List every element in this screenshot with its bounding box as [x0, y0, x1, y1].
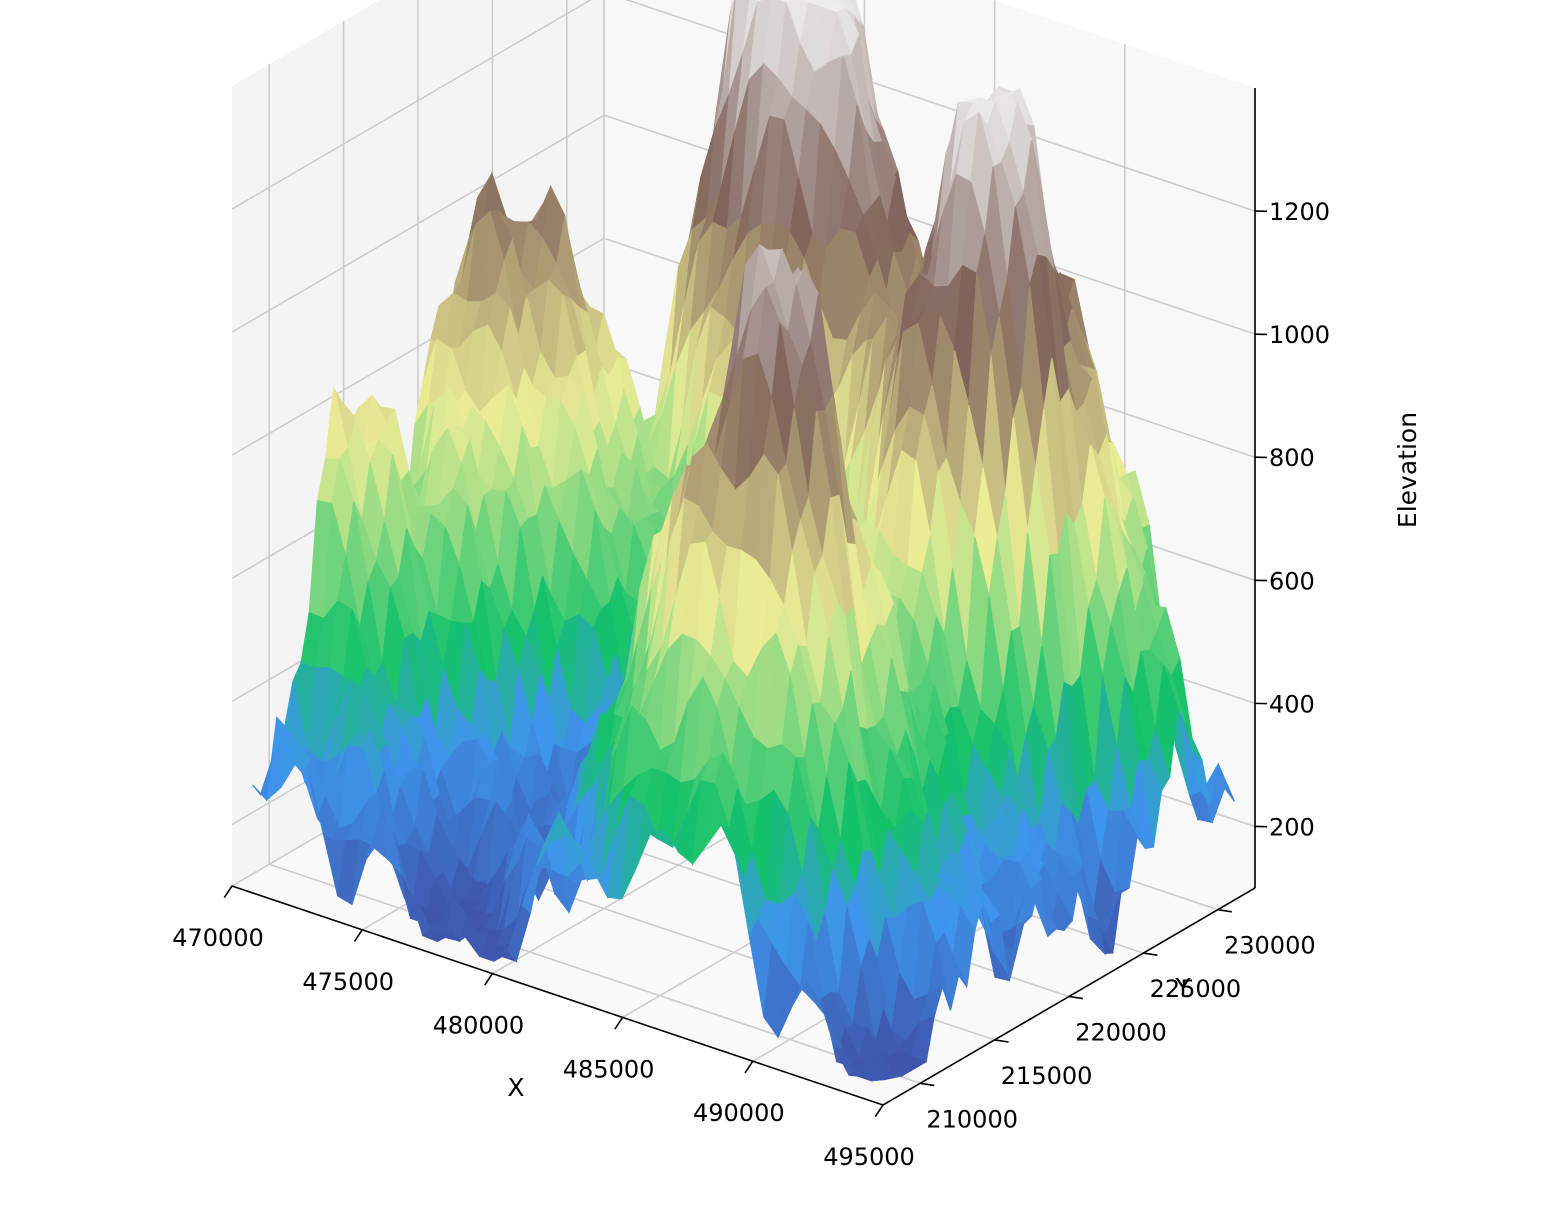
x-tick-label: 495000 [823, 1143, 915, 1171]
y-tick-label: 220000 [1075, 1019, 1167, 1047]
x-axis-line [231, 885, 884, 1106]
x-tick-label: 490000 [693, 1099, 785, 1127]
y-tick-label: 230000 [1224, 932, 1316, 960]
x-tick-mark [874, 1104, 884, 1118]
x-axis-ticks: 470000 475000 480000 485000 490000 495000 [172, 885, 915, 1171]
x-tick-label: 470000 [172, 924, 264, 952]
elevation-surface [252, 0, 1236, 1082]
y-axis-label: Y [1174, 973, 1191, 1002]
grid-y-floor [268, 863, 921, 1085]
x-tick-mark [353, 929, 363, 942]
surface-cell [862, 1063, 887, 1082]
x-tick-label: 475000 [302, 968, 394, 996]
z-tick-label: 1000 [1269, 321, 1330, 349]
y-tick-mark [1143, 952, 1158, 956]
y-tick-mark [994, 1039, 1009, 1043]
y-tick-mark [1068, 995, 1084, 1000]
x-tick-mark [484, 973, 494, 986]
x-tick-mark [744, 1060, 754, 1074]
x-tick-mark [223, 885, 233, 899]
x-tick-mark [614, 1016, 624, 1030]
y-tick-mark [1217, 908, 1232, 913]
x-tick-label: 480000 [433, 1012, 525, 1040]
grid-z-left [231, 114, 605, 333]
z-tick-label: 400 [1269, 690, 1315, 718]
z-axis-label: Elevation [1393, 412, 1422, 528]
x-tick-label: 485000 [563, 1055, 655, 1083]
y-axis-ticks: 210000 215000 220000 225000 230000 [920, 908, 1316, 1133]
z-tick-label: 200 [1269, 813, 1315, 841]
y-tick-label: 210000 [926, 1105, 1018, 1133]
z-tick-label: 800 [1269, 444, 1315, 472]
y-tick-label: 215000 [1001, 1062, 1093, 1090]
z-tick-label: 1200 [1269, 198, 1330, 226]
grid-z-back [625, 0, 1256, 212]
x-axis-label: X [507, 1073, 524, 1102]
y-tick-mark [920, 1082, 935, 1087]
y-tick-label: 225000 [1150, 975, 1242, 1003]
grid-z-left [231, 0, 593, 210]
z-tick-label: 600 [1269, 567, 1315, 595]
z-axis-ticks: 200 400 600 800 1000 1200 [1254, 198, 1330, 841]
